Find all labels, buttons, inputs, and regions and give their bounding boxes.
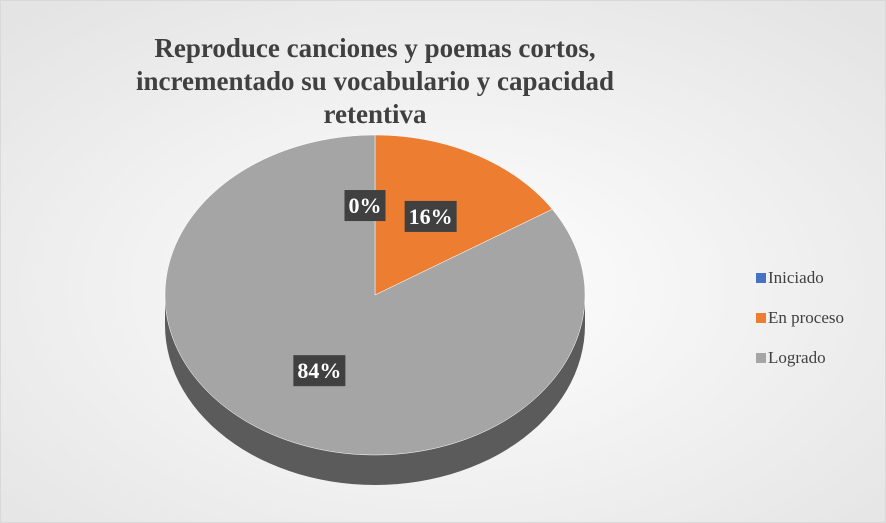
legend: Iniciado En proceso Logrado <box>756 268 844 367</box>
data-label-box <box>293 355 346 387</box>
chart-title: Reproduce canciones y poemas cortos, inc… <box>135 33 615 129</box>
legend-swatch <box>756 353 766 363</box>
data-label: 0% <box>349 193 382 218</box>
legend-swatch <box>756 313 766 323</box>
pie <box>164 134 586 485</box>
pie-slice <box>374 134 553 296</box>
pie-slice <box>164 134 586 456</box>
legend-label: Logrado <box>768 348 826 367</box>
data-label-box <box>404 200 457 232</box>
legend-label: En proceso <box>768 308 844 327</box>
legend-label: Iniciado <box>768 268 824 287</box>
legend-swatch <box>756 273 766 283</box>
pie-side <box>165 295 585 485</box>
data-label: 16% <box>409 204 453 229</box>
data-label: 84% <box>297 358 341 383</box>
data-labels: 0% 16% 84% <box>293 190 457 387</box>
data-label-box <box>344 190 386 222</box>
